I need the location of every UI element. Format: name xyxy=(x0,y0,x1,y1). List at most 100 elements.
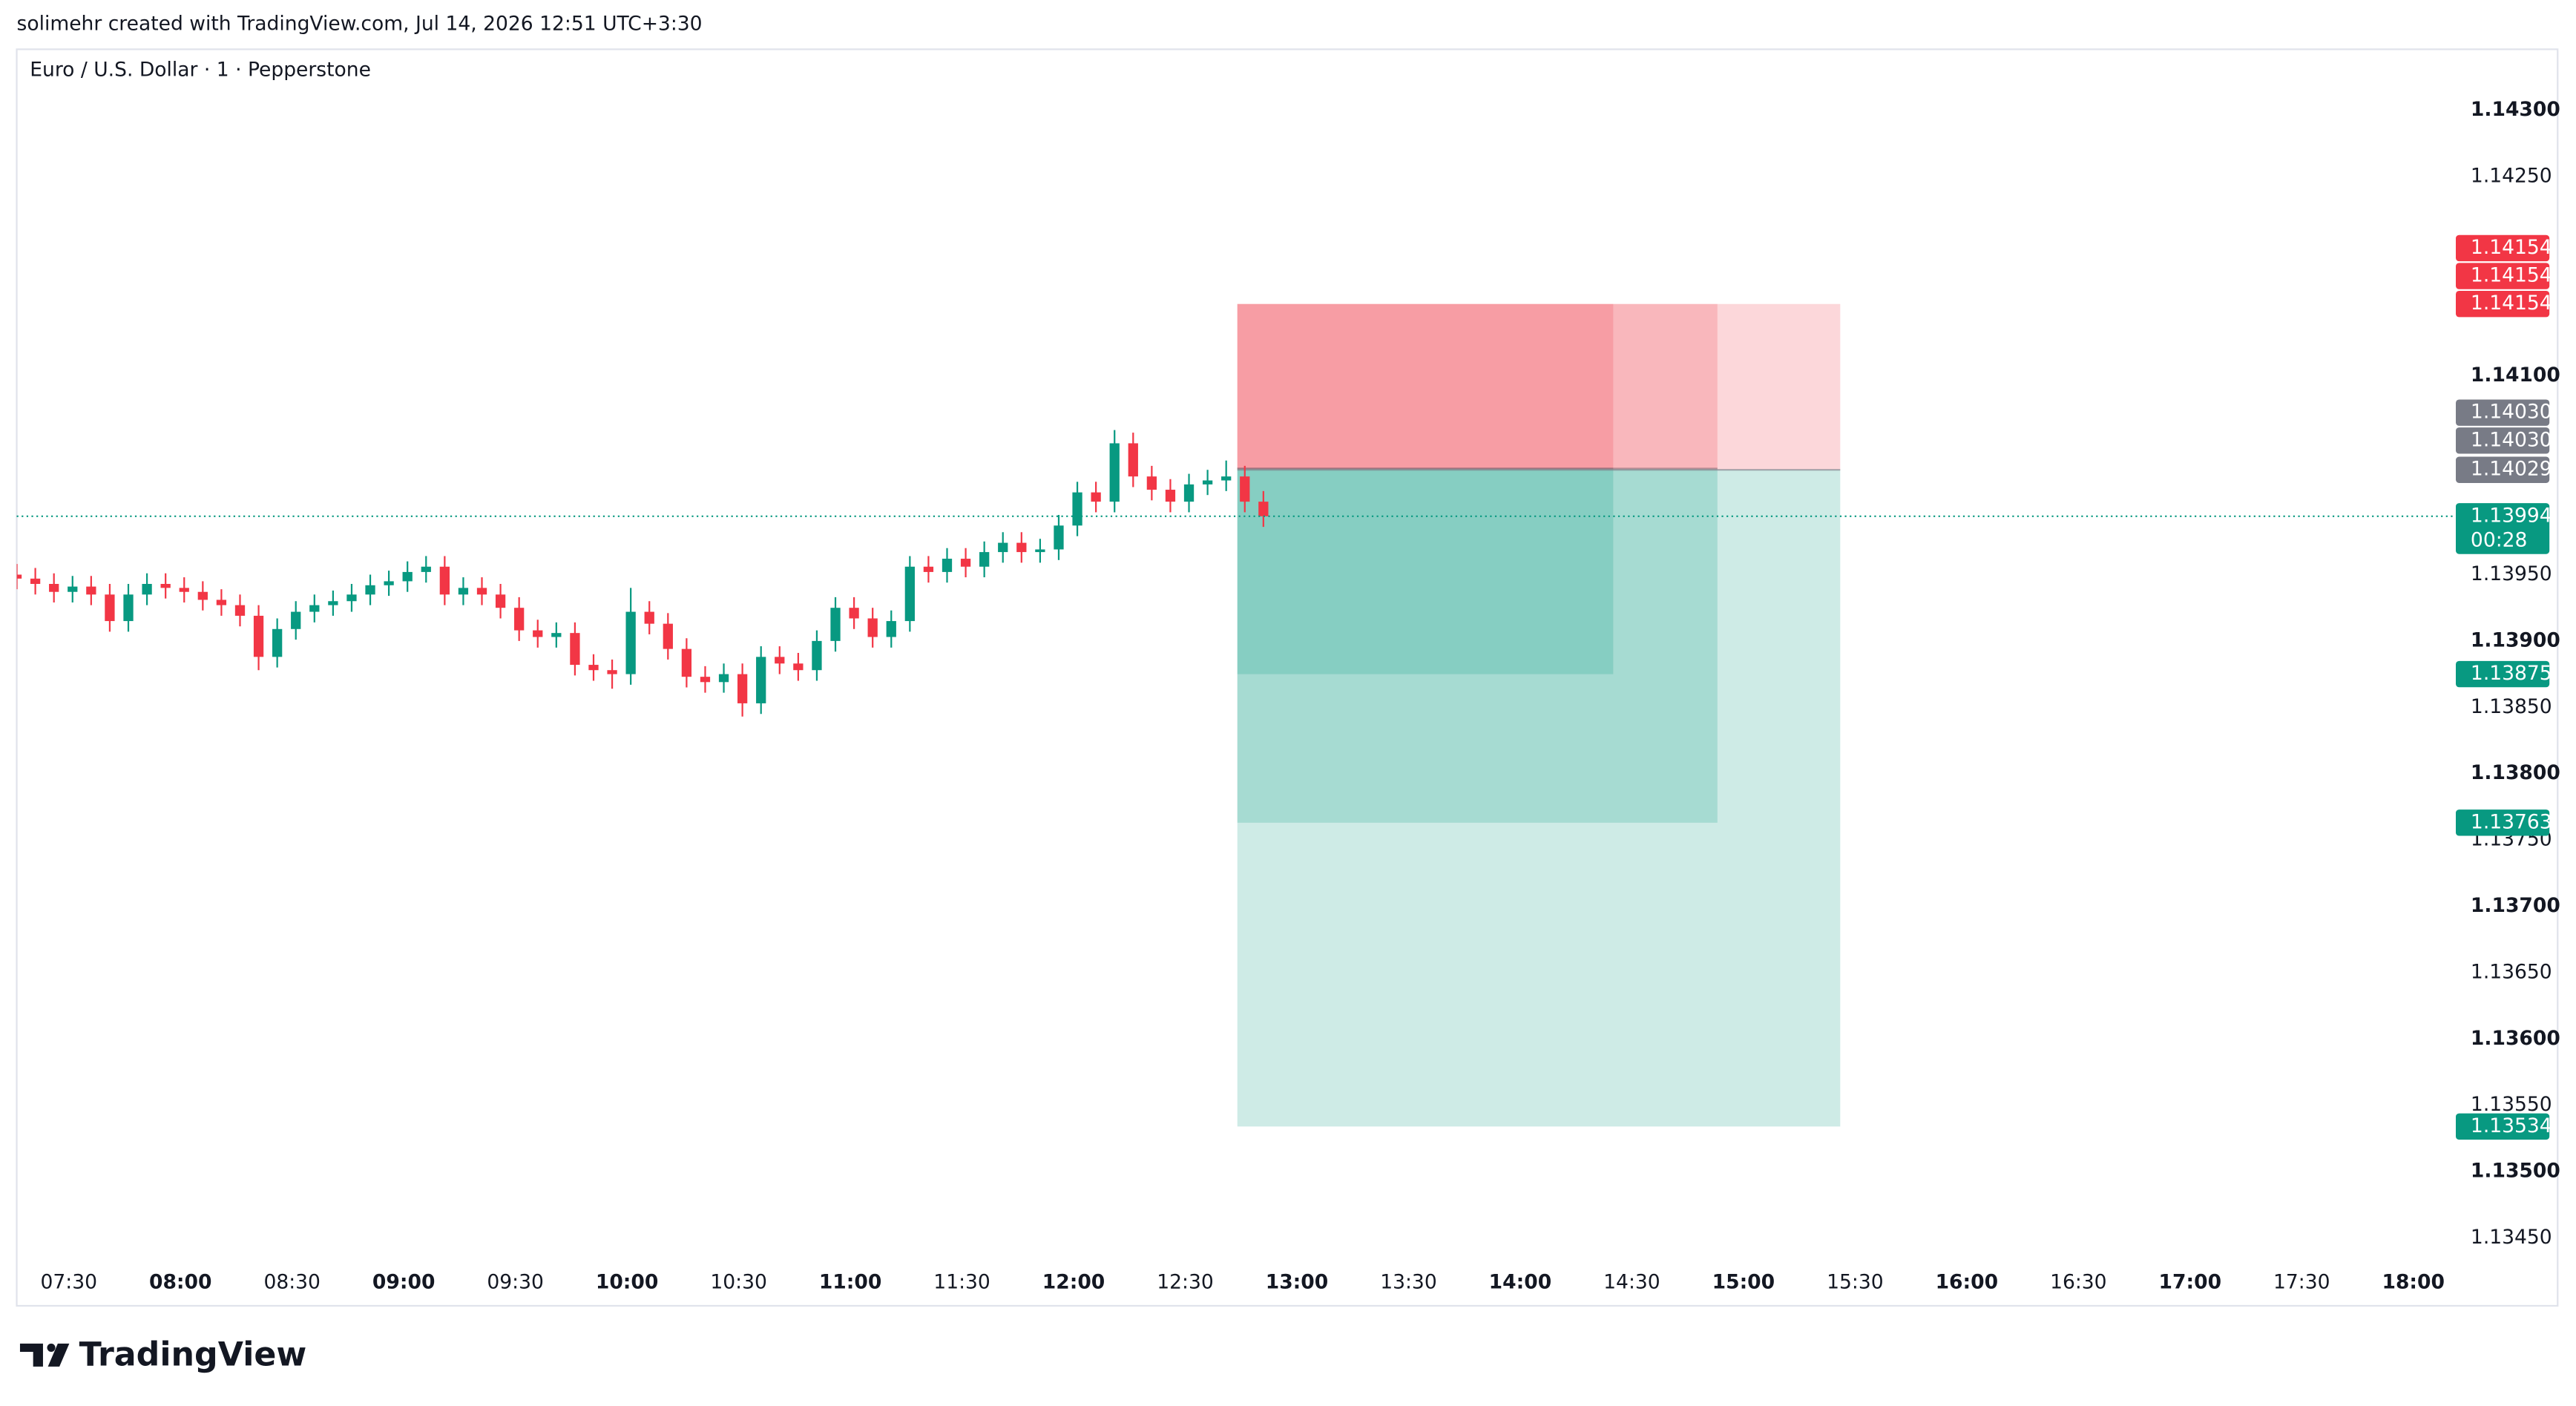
x-tick-label: 15:00 xyxy=(1712,1270,1775,1293)
entry-label-bg xyxy=(2456,399,2550,426)
candle-body xyxy=(1165,490,1176,502)
candle-body xyxy=(1258,502,1269,516)
stop-zone xyxy=(1237,303,1718,469)
candle-body xyxy=(86,586,96,595)
candle-body xyxy=(179,588,189,592)
logo-icon xyxy=(19,1343,43,1367)
logo-icon xyxy=(47,1343,70,1367)
candle-body xyxy=(476,588,487,595)
current-price-bg xyxy=(2456,503,2550,554)
candle-body xyxy=(1221,476,1232,481)
x-tick-label: 11:30 xyxy=(933,1270,990,1293)
entry-label-bg xyxy=(2456,427,2550,454)
candle-body xyxy=(998,542,1008,553)
candle-body xyxy=(160,584,171,588)
candle-body xyxy=(607,670,617,674)
x-tick-label: 12:30 xyxy=(1157,1270,1214,1293)
candle-body xyxy=(1091,492,1101,502)
candle-body xyxy=(551,633,562,637)
candle-body xyxy=(1054,525,1064,550)
stop-label-bg xyxy=(2456,291,2550,318)
logo-icon xyxy=(47,1343,56,1352)
candle-body xyxy=(402,571,413,582)
candle-body xyxy=(291,611,301,629)
logo-text: TradingView xyxy=(79,1336,307,1374)
candle-body xyxy=(30,578,41,585)
candle-body xyxy=(1183,484,1195,502)
candle-body xyxy=(142,584,152,595)
candle-body xyxy=(681,648,692,677)
candle-body xyxy=(923,566,934,572)
logo: TradingView xyxy=(19,1336,307,1374)
candle-body xyxy=(775,657,785,664)
y-tick-label: 1.14300 xyxy=(2471,98,2560,121)
target-label-bg xyxy=(2456,660,2550,688)
entry-label: 1.14029 xyxy=(2471,458,2552,481)
target-zone xyxy=(1237,468,1718,823)
candle-body xyxy=(867,618,878,637)
x-tick-label: 12:00 xyxy=(1042,1270,1105,1293)
y-tick-label: 1.13600 xyxy=(2471,1027,2560,1050)
candle-body xyxy=(346,594,357,602)
x-tick-label: 14:00 xyxy=(1489,1270,1552,1293)
y-tick-label: 1.13800 xyxy=(2471,761,2560,784)
y-tick-label: 1.13950 xyxy=(2471,562,2552,585)
candle-body xyxy=(123,594,134,622)
stop-label: 1.14154 xyxy=(2471,264,2552,287)
candle-body xyxy=(216,599,227,605)
candle-body xyxy=(625,611,636,674)
x-tick-label: 18:00 xyxy=(2382,1270,2445,1293)
y-tick-label: 1.13450 xyxy=(2471,1226,2552,1249)
chart-frame xyxy=(16,48,2559,1307)
target-label: 1.13875 xyxy=(2471,662,2552,685)
plot-area xyxy=(16,303,1841,1127)
candle-body xyxy=(644,611,654,624)
candle-body xyxy=(942,559,953,572)
candle-body xyxy=(495,594,506,608)
candle-body xyxy=(1109,443,1120,502)
target-label-bg xyxy=(2456,1113,2550,1140)
target-label: 1.13534 xyxy=(2471,1114,2552,1137)
y-tick-label: 1.14100 xyxy=(2471,364,2560,387)
candle-body xyxy=(533,630,543,637)
x-tick-label: 11:00 xyxy=(819,1270,882,1293)
target-label-bg xyxy=(2456,809,2550,836)
target-zone xyxy=(1237,470,1841,1127)
x-tick-label: 16:30 xyxy=(2050,1270,2107,1293)
candle-body xyxy=(756,657,766,703)
candle-body xyxy=(886,621,896,637)
current-price-label: 1.13994 xyxy=(2471,504,2552,527)
x-tick-label: 13:00 xyxy=(1266,1270,1329,1293)
entry-label: 1.14030 xyxy=(2471,428,2552,451)
candle-body xyxy=(1240,476,1250,502)
candle-body xyxy=(514,608,525,631)
y-tick-label: 1.14250 xyxy=(2471,165,2552,188)
candle-body xyxy=(197,591,208,600)
candle-body xyxy=(830,608,841,641)
countdown-label: 00:28 xyxy=(2471,529,2528,552)
target-label: 1.13763 xyxy=(2471,810,2552,833)
x-tick-label: 09:00 xyxy=(372,1270,436,1293)
candle-body xyxy=(439,566,450,595)
candle-body xyxy=(365,585,375,595)
target-zone xyxy=(1237,468,1614,674)
candle-body xyxy=(458,588,469,595)
candle-body xyxy=(570,633,580,666)
stop-label-bg xyxy=(2456,263,2550,289)
candle-body xyxy=(272,628,283,657)
y-tick-label: 1.13850 xyxy=(2471,695,2552,718)
y-tick-label: 1.13650 xyxy=(2471,960,2552,983)
stop-label: 1.14154 xyxy=(2471,236,2552,259)
y-tick-label: 1.13500 xyxy=(2471,1160,2560,1183)
y-tick-label: 1.13700 xyxy=(2471,894,2560,917)
candle-body xyxy=(979,552,990,567)
candle-body xyxy=(663,623,673,649)
candle-body xyxy=(49,584,59,592)
y-tick-label: 1.13550 xyxy=(2471,1093,2552,1116)
x-tick-label: 14:30 xyxy=(1603,1270,1660,1293)
candle-body xyxy=(328,601,338,605)
candle-body xyxy=(700,677,711,683)
chart-title: Euro / U.S. Dollar · 1 · Pepperstone xyxy=(30,59,371,82)
candle-body xyxy=(384,581,394,585)
stop-label: 1.14154 xyxy=(2471,292,2552,315)
